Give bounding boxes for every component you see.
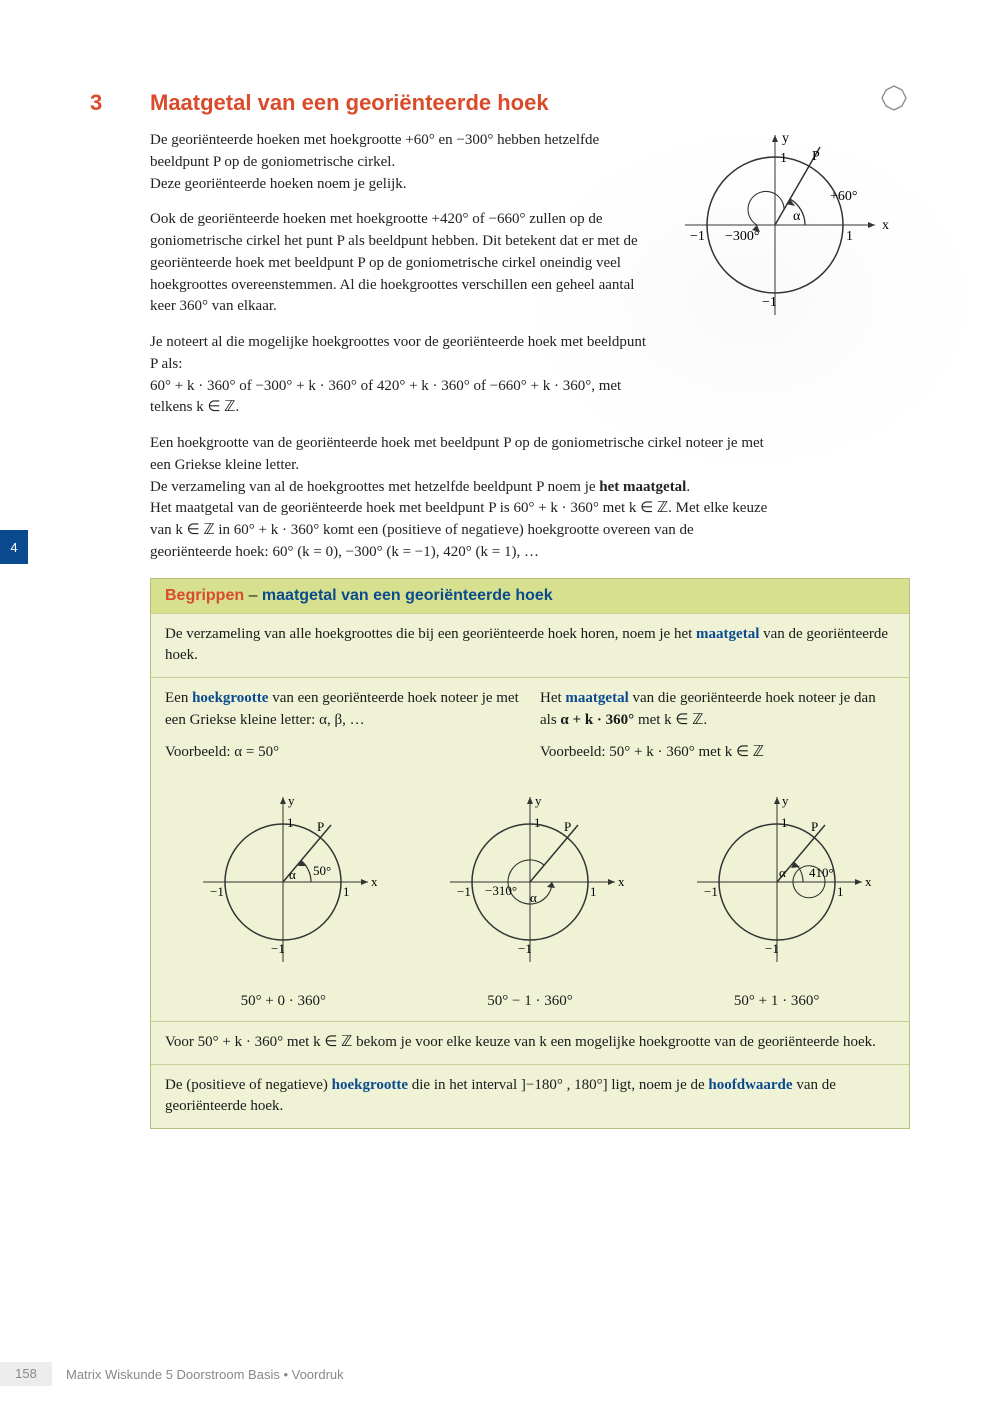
box-row-4: Voor 50° + k · 360° met k ∈ ℤ bekom je v…	[151, 1021, 909, 1064]
d3-y: y	[782, 793, 789, 808]
para-4b-suffix: .	[686, 479, 690, 495]
box-r2l-b: hoekgrootte	[192, 690, 268, 706]
d1-y: y	[288, 793, 295, 808]
d2-x: x	[618, 874, 625, 889]
caption-1: 50° + 0 · 360°	[183, 991, 383, 1013]
d3-angle: 410°	[809, 865, 834, 880]
label-1-right: 1	[846, 229, 853, 244]
d3-alpha: α	[779, 865, 786, 880]
d1-1t: 1	[287, 815, 294, 830]
para-1a: De georiënteerde hoeken met hoekgrootte …	[150, 132, 599, 170]
d2-1r: 1	[590, 884, 597, 899]
box-r5-b: hoekgrootte	[332, 1077, 408, 1093]
caption-2: 50° − 1 · 360°	[430, 991, 630, 1013]
label-neg1-bot: −1	[762, 295, 777, 310]
box-r2-left: Een hoekgrootte van een georiënteerde ho…	[165, 688, 520, 732]
box-r2r-b: maatgetal	[565, 690, 628, 706]
d1-P: P	[317, 819, 324, 834]
box-r1-a: De verzameling van alle hoekgroottes die…	[165, 626, 696, 642]
box-title: Begrippen – maatgetal van een georiëntee…	[151, 579, 909, 613]
box-r2l-a: Een	[165, 690, 192, 706]
para-1: De georiënteerde hoeken met hoekgrootte …	[150, 130, 650, 195]
d2-n1l: −1	[457, 884, 471, 899]
d2-P: P	[564, 819, 571, 834]
d3-x: x	[865, 874, 872, 889]
section-number: 3	[90, 90, 102, 116]
top-figure: y x 1 1 −1 −1 P α +60° −300°	[660, 120, 910, 345]
label-y: y	[782, 131, 789, 146]
label-alpha: α	[793, 209, 801, 224]
d1-angle: 50°	[313, 863, 331, 878]
d2-y: y	[535, 793, 542, 808]
para-4: Een hoekgrootte van de georiënteerde hoe…	[150, 433, 770, 564]
label-x: x	[882, 218, 889, 233]
para-4a: Een hoekgrootte van de georiënteerde hoe…	[150, 435, 764, 473]
box-r3-right: Voorbeeld: 50° + k · 360° met k ∈ ℤ	[540, 742, 895, 764]
box-r2r-a: Het	[540, 690, 565, 706]
page-footer: 158 Matrix Wiskunde 5 Doorstroom Basis •…	[0, 1362, 1000, 1386]
definition-box: Begrippen – maatgetal van een georiëntee…	[150, 578, 910, 1130]
d1-1r: 1	[343, 884, 350, 899]
box-title-red: Begrippen	[165, 587, 244, 604]
box-r2r-d: α + k · 360°	[560, 712, 634, 728]
box-r5-a: De (positieve of negatieve)	[165, 1077, 332, 1093]
para-3b: 60° + k · 360° of −300° + k · 360° of 42…	[150, 378, 621, 416]
para-3a: Je noteert al die mogelijke hoekgroottes…	[150, 334, 646, 372]
box-r1-b: maatgetal	[696, 626, 759, 642]
d1-alpha: α	[289, 867, 296, 882]
box-r2-right: Het maatgetal van die georiënteerde hoek…	[540, 688, 895, 732]
label-neg1-left: −1	[690, 229, 705, 244]
box-diagrams: y x 1 1 −1 −1 P α 50° 50° + 0 · 360°	[151, 773, 909, 1021]
label-P: P	[812, 149, 820, 164]
box-row-5: De (positieve of negatieve) hoekgrootte …	[151, 1064, 909, 1129]
diagram-3: y x 1 1 −1 −1 P α 410° 50° + 1 · 360°	[677, 787, 877, 1013]
d2-n1b: −1	[518, 941, 532, 956]
box-r3-left: Voorbeeld: α = 50°	[165, 742, 520, 764]
diagram-1: y x 1 1 −1 −1 P α 50° 50° + 0 · 360°	[183, 787, 383, 1013]
box-row-2: Een hoekgrootte van een georiënteerde ho…	[151, 677, 909, 742]
label-neg300: −300°	[725, 229, 760, 244]
box-r5-d: hoofdwaarde	[708, 1077, 792, 1093]
caption-3: 50° + 1 · 360°	[677, 991, 877, 1013]
d2-alpha: α	[530, 890, 537, 905]
d3-n1b: −1	[765, 941, 779, 956]
d1-n1l: −1	[210, 884, 224, 899]
box-title-blue: maatgetal van een georiënteerde hoek	[262, 587, 553, 604]
d2-angle: −310°	[485, 883, 517, 898]
label-plus60: +60°	[830, 189, 858, 204]
para-4b-bold: het maatgetal	[599, 479, 686, 495]
section-heading: Maatgetal van een georiënteerde hoek	[150, 90, 910, 116]
difficulty-icon	[880, 84, 908, 117]
d1-n1b: −1	[271, 941, 285, 956]
box-title-sep: –	[244, 587, 262, 604]
box-row-3: Voorbeeld: α = 50° Voorbeeld: 50° + k · …	[151, 742, 909, 774]
para-2: Ook de georiënteerde hoeken met hoekgroo…	[150, 209, 650, 318]
para-4c: Het maatgetal van de georiënteerde hoek …	[150, 500, 767, 560]
d1-x: x	[371, 874, 378, 889]
para-4b-prefix: De verzameling van al de hoekgroottes me…	[150, 479, 599, 495]
box-r5-c: die in het interval ]−180° , 180°] ligt,…	[408, 1077, 708, 1093]
d3-P: P	[811, 819, 818, 834]
para-3: Je noteert al die mogelijke hoekgroottes…	[150, 332, 650, 419]
d3-n1l: −1	[704, 884, 718, 899]
page-number: 158	[0, 1362, 52, 1386]
box-r2r-e: met k ∈ ℤ.	[634, 712, 707, 728]
box-row-1: De verzameling van alle hoekgroottes die…	[151, 613, 909, 678]
d3-1t: 1	[781, 815, 788, 830]
para-1b: Deze georiënteerde hoeken noem je gelijk…	[150, 176, 407, 192]
d2-1t: 1	[534, 815, 541, 830]
d3-1r: 1	[837, 884, 844, 899]
label-1-top: 1	[780, 151, 787, 166]
diagram-2: y x 1 1 −1 −1 P α −310° 50° − 1 · 360°	[430, 787, 630, 1013]
book-title: Matrix Wiskunde 5 Doorstroom Basis • Voo…	[66, 1367, 344, 1382]
